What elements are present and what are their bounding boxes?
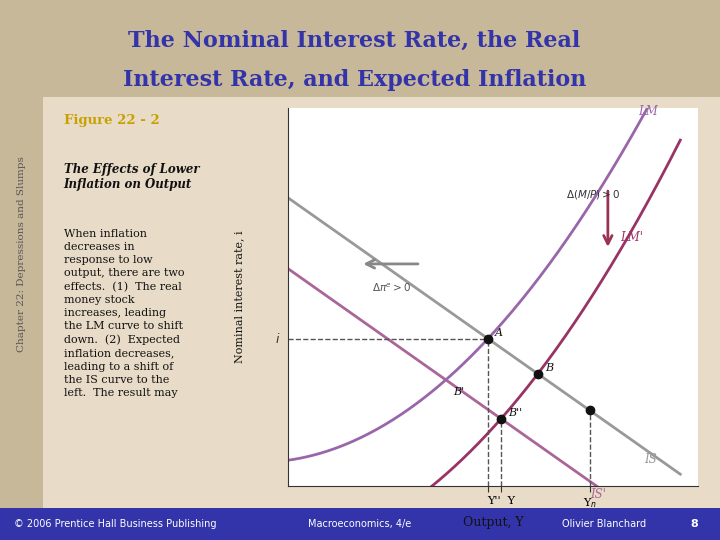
Text: The Effects of Lower
Inflation on Output: The Effects of Lower Inflation on Output <box>63 163 199 191</box>
Text: When inflation
decreases in
response to low
output, there are two
effects.  (1) : When inflation decreases in response to … <box>63 228 184 398</box>
X-axis label: Output, Y: Output, Y <box>463 516 523 529</box>
Text: © 2006 Prentice Hall Business Publishing: © 2006 Prentice Hall Business Publishing <box>14 519 217 529</box>
Text: The Nominal Interest Rate, the Real: The Nominal Interest Rate, the Real <box>128 30 580 52</box>
Text: Figure 22 - 2: Figure 22 - 2 <box>63 113 159 126</box>
Text: IS: IS <box>644 453 657 466</box>
Text: B: B <box>545 363 553 374</box>
Text: B': B' <box>453 387 464 397</box>
Text: $i$: $i$ <box>275 332 281 346</box>
Text: IS': IS' <box>590 488 606 501</box>
Text: LM: LM <box>638 105 658 118</box>
Text: Nominal interest rate, i: Nominal interest rate, i <box>234 231 244 363</box>
Text: $\Delta(M/P) > 0$: $\Delta(M/P) > 0$ <box>566 188 620 201</box>
Text: B'': B'' <box>508 408 523 418</box>
Text: A: A <box>495 328 503 339</box>
Text: 8: 8 <box>690 519 698 529</box>
Text: Macroeconomics, 4/e: Macroeconomics, 4/e <box>308 519 412 529</box>
Text: LM': LM' <box>620 231 643 244</box>
Text: $\Delta\pi^e > 0$: $\Delta\pi^e > 0$ <box>372 282 412 294</box>
Text: Interest Rate, and Expected Inflation: Interest Rate, and Expected Inflation <box>123 69 586 91</box>
Text: Chapter 22: Depressions and Slumps: Chapter 22: Depressions and Slumps <box>17 156 26 352</box>
Text: Olivier Blanchard: Olivier Blanchard <box>562 519 646 529</box>
